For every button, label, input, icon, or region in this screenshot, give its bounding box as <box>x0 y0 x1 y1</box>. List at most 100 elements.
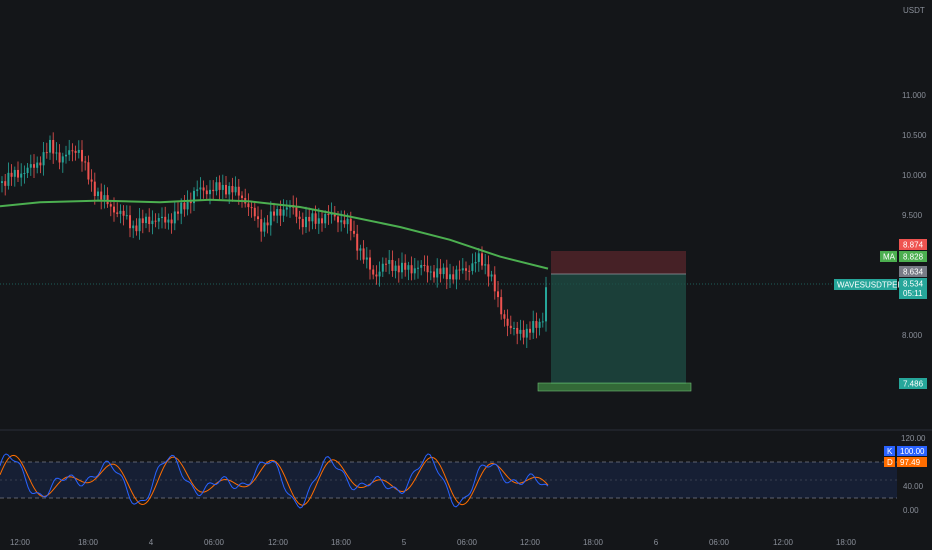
candle-body <box>401 262 403 273</box>
candle-body <box>525 328 528 338</box>
candle-body <box>209 189 211 195</box>
candle-body <box>145 216 147 224</box>
candle-body <box>449 274 451 280</box>
candle-body <box>87 162 90 180</box>
time-axis[interactable]: 12:00 18:00 4 06:00 12:00 18:00 5 06:00 12:00 18:… <box>10 538 857 547</box>
candle-body <box>180 202 183 214</box>
candle-body <box>77 149 80 153</box>
time-tick-label: 12:00 <box>520 538 541 547</box>
loss-zone[interactable] <box>551 251 686 274</box>
candle-body <box>33 164 35 168</box>
candle-body <box>346 218 349 225</box>
time-tick-label: 18:00 <box>583 538 604 547</box>
candle-body <box>74 150 77 153</box>
candle-body <box>285 207 288 210</box>
ma-badge: MA 8.828 <box>880 251 927 262</box>
entry-badge: 8.634 <box>899 266 927 277</box>
time-tick-label: 12:00 <box>268 538 289 547</box>
candle-body <box>234 186 237 193</box>
candle-body <box>279 209 282 216</box>
target-bar[interactable] <box>537 382 692 392</box>
candle-body <box>100 191 103 200</box>
svg-text:05:11: 05:11 <box>903 289 923 298</box>
candle-body <box>298 216 301 219</box>
candle-body <box>359 248 362 251</box>
candle-body <box>132 225 135 229</box>
candle-body <box>103 195 106 200</box>
candle-body <box>71 150 74 152</box>
candle-body <box>513 327 515 329</box>
candle-body <box>52 139 55 154</box>
candle-body <box>225 184 227 195</box>
candle-body <box>365 257 368 260</box>
candle-body <box>465 268 467 271</box>
candle-body <box>212 189 215 192</box>
price-unit-label: USDT <box>903 6 925 15</box>
candle-body <box>442 267 445 275</box>
candle-body <box>439 268 442 275</box>
candle-body <box>106 195 109 205</box>
time-tick-label: 12:00 <box>10 538 31 547</box>
candle-body <box>410 265 413 274</box>
candle-body <box>90 179 93 182</box>
candle-body <box>45 152 48 154</box>
osc-tick-mid: 40.00 <box>903 482 924 491</box>
candle-body <box>29 164 32 168</box>
candle-body <box>343 220 346 225</box>
symbol-badge: WAVESUSDTPERP <box>834 279 909 290</box>
oscillator-pane[interactable]: 120.00 40.00 0.00 K 100.00 D 97.49 <box>0 434 927 515</box>
candle-body <box>445 267 448 280</box>
candle-body <box>404 262 407 270</box>
candle-body <box>81 149 83 162</box>
profit-zone[interactable] <box>551 274 686 384</box>
svg-text:8.534: 8.534 <box>903 280 924 289</box>
candle-body <box>516 327 519 334</box>
candle-body <box>237 186 240 196</box>
candle-body <box>193 190 195 204</box>
candle-body <box>327 214 330 216</box>
candle-body <box>311 213 314 222</box>
time-tick-label: 5 <box>402 538 407 547</box>
time-tick-label: 12:00 <box>773 538 794 547</box>
price-tick-label: 11.000 <box>902 91 926 100</box>
candle-body <box>461 268 464 271</box>
time-tick-label: 4 <box>149 538 154 547</box>
candle-body <box>189 200 192 204</box>
candle-body <box>375 274 378 277</box>
candle-body <box>266 222 269 226</box>
svg-text:7.486: 7.486 <box>903 380 924 389</box>
candle-body <box>138 218 141 232</box>
price-tick-label: 9.500 <box>902 211 923 220</box>
candle-body <box>93 181 96 197</box>
candle-body <box>129 215 131 229</box>
candle-body <box>429 271 432 273</box>
candle-body <box>394 265 397 271</box>
candle-body <box>116 212 119 214</box>
candle-body <box>58 152 61 163</box>
time-tick-label: 06:00 <box>204 538 225 547</box>
candle-body <box>519 329 522 334</box>
candle-body <box>65 154 67 157</box>
candle-body <box>484 264 487 266</box>
osc-tick-top: 120.00 <box>901 434 926 443</box>
candle-body <box>503 314 506 319</box>
candle-body <box>314 213 317 224</box>
candle-body <box>157 218 160 222</box>
candle-body <box>337 216 339 223</box>
candle-body <box>173 211 176 224</box>
candle-series <box>1 132 547 348</box>
stop-badge: 8.874 <box>899 239 927 250</box>
candle-body <box>474 261 477 264</box>
candle-body <box>362 248 365 260</box>
candle-body <box>7 172 10 186</box>
last-price-badge: 8.534 05:11 <box>899 278 927 299</box>
candle-body <box>167 219 170 223</box>
candle-body <box>545 287 547 322</box>
candle-body <box>183 202 186 210</box>
candle-body <box>119 210 122 214</box>
candle-body <box>324 214 327 224</box>
svg-text:8.828: 8.828 <box>903 253 924 262</box>
